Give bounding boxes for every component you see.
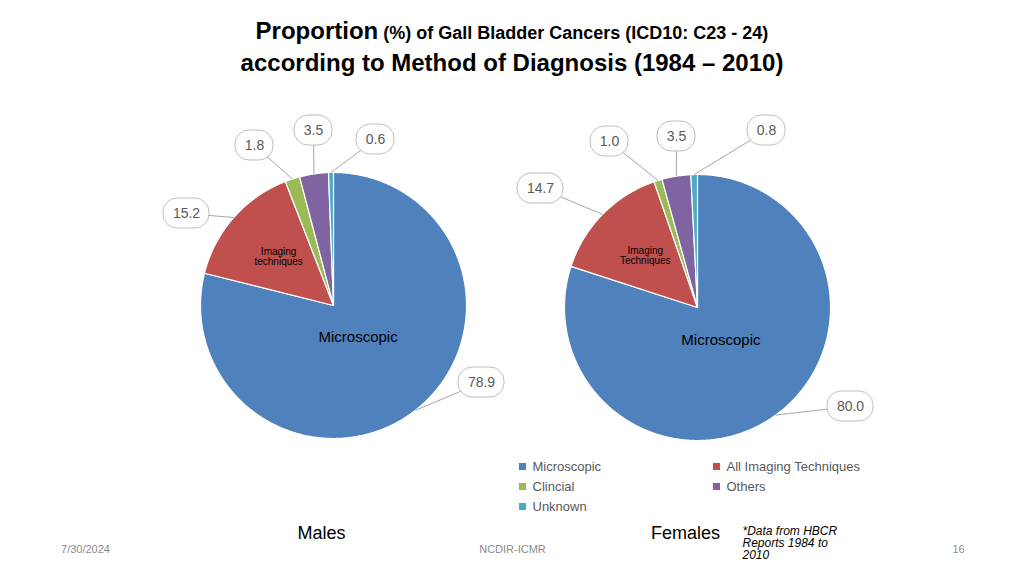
svg-text:3.5: 3.5 — [304, 122, 324, 138]
svg-text:7/30/2024: 7/30/2024 — [61, 543, 110, 555]
svg-text:0.6: 0.6 — [366, 131, 386, 147]
svg-text:Females: Females — [651, 523, 720, 543]
svg-text:Unknown: Unknown — [533, 499, 587, 514]
svg-text:Microscopic: Microscopic — [318, 328, 398, 345]
html-text:Proportion(%) of Gall Bladder: Proportion(%) of Gall Bladder Cancers (I… — [255, 17, 769, 44]
svg-text:Microscopic: Microscopic — [681, 331, 761, 348]
html-text:according to Method of Diagnos: according to Method of Diagnosis (1984 –… — [240, 49, 784, 76]
svg-text:0.8: 0.8 — [757, 122, 777, 138]
svg-text:ImagingTechniques: ImagingTechniques — [620, 245, 671, 266]
svg-text:Others: Others — [727, 479, 767, 494]
svg-text:3.5: 3.5 — [667, 128, 687, 144]
svg-text:Microscopic: Microscopic — [533, 459, 602, 474]
svg-text:16: 16 — [952, 543, 964, 555]
svg-text:NCDIR-ICMR: NCDIR-ICMR — [479, 543, 546, 555]
svg-text:14.7: 14.7 — [527, 180, 554, 196]
svg-text:*Data from HBCRReports 1984 to: *Data from HBCRReports 1984 to2010 — [742, 524, 838, 562]
svg-text:Clincial: Clincial — [533, 479, 575, 494]
svg-text:All Imaging Techniques: All Imaging Techniques — [727, 459, 861, 474]
svg-text:1.0: 1.0 — [600, 133, 620, 149]
svg-text:Males: Males — [297, 523, 345, 543]
svg-text:78.9: 78.9 — [468, 374, 495, 390]
svg-text:Imagingtechniques: Imagingtechniques — [254, 246, 302, 267]
svg-text:1.8: 1.8 — [245, 137, 265, 153]
svg-text:15.2: 15.2 — [173, 205, 200, 221]
svg-text:80.0: 80.0 — [837, 398, 864, 414]
